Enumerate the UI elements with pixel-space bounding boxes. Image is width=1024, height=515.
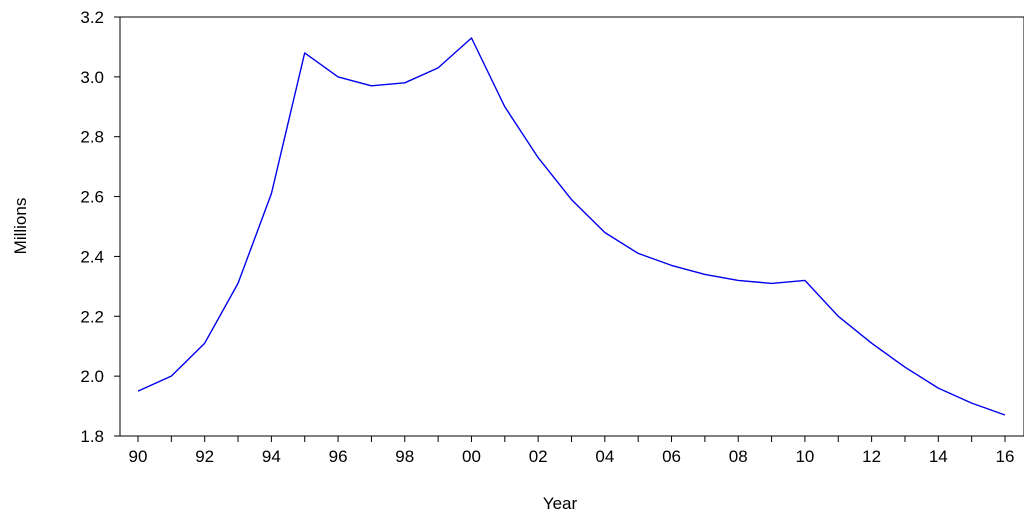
x-tick-label: 14 xyxy=(929,447,948,466)
x-tick-label: 16 xyxy=(996,447,1015,466)
series-line-1 xyxy=(137,37,1006,416)
x-tick-label: 96 xyxy=(329,447,348,466)
x-axis: 90 92 94 96 98 00 02 04 06 08 10 12 14 16 xyxy=(129,436,1015,466)
y-tick-label: 1.8 xyxy=(80,427,104,446)
y-axis-title: Millions xyxy=(11,198,30,255)
x-tick-label: 98 xyxy=(395,447,414,466)
x-tick-label: 08 xyxy=(729,447,748,466)
x-tick-label: 02 xyxy=(529,447,548,466)
y-tick-label: 2.8 xyxy=(80,128,104,147)
y-axis: 1.8 2.0 2.2 2.4 2.6 2.8 3.0 3.2 xyxy=(80,8,120,446)
x-tick-label: 12 xyxy=(862,447,881,466)
x-tick-label: 94 xyxy=(262,447,281,466)
x-tick-label: 06 xyxy=(662,447,681,466)
series-layer xyxy=(137,37,1006,416)
x-axis-title: Year xyxy=(543,494,578,513)
plot-frame xyxy=(119,16,1024,437)
x-tick-label: 92 xyxy=(195,447,214,466)
x-tick-label: 90 xyxy=(129,447,148,466)
x-tick-label: 10 xyxy=(795,447,814,466)
y-tick-label: 2.4 xyxy=(80,247,104,266)
y-tick-label: 2.0 xyxy=(80,367,104,386)
y-tick-label: 2.6 xyxy=(80,188,104,207)
y-tick-label: 3.0 xyxy=(80,68,104,87)
x-tick-label: 04 xyxy=(595,447,614,466)
x-tick-label: 00 xyxy=(462,447,481,466)
y-tick-label: 2.2 xyxy=(80,307,104,326)
y-tick-label: 3.2 xyxy=(80,8,104,27)
